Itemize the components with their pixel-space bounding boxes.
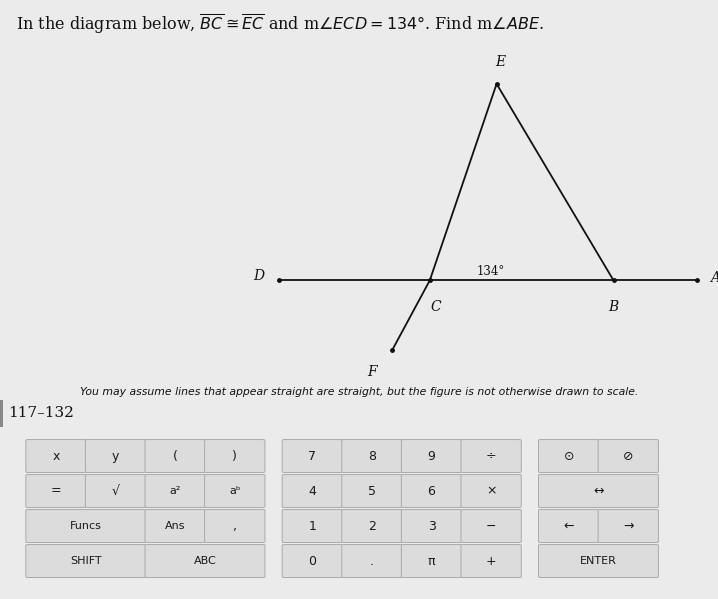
FancyBboxPatch shape <box>145 474 205 507</box>
Text: 6: 6 <box>428 485 435 498</box>
FancyBboxPatch shape <box>26 510 146 543</box>
FancyBboxPatch shape <box>282 544 342 577</box>
FancyBboxPatch shape <box>401 510 462 543</box>
Text: ABC: ABC <box>194 556 216 566</box>
FancyBboxPatch shape <box>538 544 658 577</box>
FancyBboxPatch shape <box>401 544 462 577</box>
FancyBboxPatch shape <box>26 440 86 473</box>
Text: 5: 5 <box>368 485 376 498</box>
Text: ↔: ↔ <box>593 485 604 498</box>
Text: x: x <box>52 449 60 462</box>
FancyBboxPatch shape <box>461 440 521 473</box>
FancyBboxPatch shape <box>461 474 521 507</box>
Text: 1: 1 <box>309 519 316 533</box>
Text: Funcs: Funcs <box>70 521 102 531</box>
FancyBboxPatch shape <box>26 544 146 577</box>
Text: ⊘: ⊘ <box>623 449 633 462</box>
Text: .: . <box>370 555 374 567</box>
Text: ×: × <box>486 485 496 498</box>
Text: 2: 2 <box>368 519 376 533</box>
Text: 117–132: 117–132 <box>9 406 75 420</box>
FancyBboxPatch shape <box>145 510 205 543</box>
Text: 4: 4 <box>309 485 316 498</box>
FancyBboxPatch shape <box>145 544 265 577</box>
FancyBboxPatch shape <box>538 474 658 507</box>
FancyBboxPatch shape <box>282 440 342 473</box>
Text: C: C <box>430 300 441 313</box>
Text: (: ( <box>173 449 177 462</box>
Text: −: − <box>486 519 496 533</box>
FancyBboxPatch shape <box>401 440 462 473</box>
Text: 134°: 134° <box>477 265 505 278</box>
FancyBboxPatch shape <box>598 510 658 543</box>
Text: F: F <box>367 365 377 379</box>
FancyBboxPatch shape <box>461 510 521 543</box>
Text: 7: 7 <box>308 449 317 462</box>
Text: 8: 8 <box>368 449 376 462</box>
Text: +: + <box>486 555 496 567</box>
Text: 3: 3 <box>428 519 435 533</box>
Text: You may assume lines that appear straight are straight, but the figure is not ot: You may assume lines that appear straigh… <box>80 388 638 397</box>
FancyBboxPatch shape <box>282 510 342 543</box>
Bar <box>0 400 3 426</box>
FancyBboxPatch shape <box>205 440 265 473</box>
Text: D: D <box>253 268 265 283</box>
Text: ): ) <box>233 449 237 462</box>
Text: →: → <box>623 519 633 533</box>
Text: ENTER: ENTER <box>580 556 617 566</box>
FancyBboxPatch shape <box>205 474 265 507</box>
FancyBboxPatch shape <box>85 440 146 473</box>
FancyBboxPatch shape <box>598 440 658 473</box>
FancyBboxPatch shape <box>538 440 599 473</box>
Text: ,: , <box>233 519 237 533</box>
Text: =: = <box>51 485 61 498</box>
Text: √: √ <box>111 485 120 498</box>
FancyBboxPatch shape <box>205 510 265 543</box>
FancyBboxPatch shape <box>145 440 205 473</box>
FancyBboxPatch shape <box>538 510 599 543</box>
Text: SHIFT: SHIFT <box>70 556 102 566</box>
FancyBboxPatch shape <box>26 474 86 507</box>
FancyBboxPatch shape <box>85 474 146 507</box>
Text: ÷: ÷ <box>486 449 496 462</box>
FancyBboxPatch shape <box>342 544 402 577</box>
FancyBboxPatch shape <box>342 440 402 473</box>
Text: In the diagram below, $\overline{BC} \cong \overline{EC}$ and m$\angle ECD = 134: In the diagram below, $\overline{BC} \co… <box>16 12 544 36</box>
Text: y: y <box>112 449 119 462</box>
FancyBboxPatch shape <box>282 474 342 507</box>
Text: ⊙: ⊙ <box>564 449 574 462</box>
FancyBboxPatch shape <box>401 474 462 507</box>
Text: Ans: Ans <box>165 521 185 531</box>
Text: B: B <box>608 300 619 313</box>
Text: E: E <box>495 55 505 69</box>
FancyBboxPatch shape <box>342 474 402 507</box>
FancyBboxPatch shape <box>461 544 521 577</box>
FancyBboxPatch shape <box>342 510 402 543</box>
Text: 9: 9 <box>428 449 435 462</box>
Text: A: A <box>710 271 718 286</box>
Text: aᵇ: aᵇ <box>229 486 241 496</box>
Text: a²: a² <box>169 486 181 496</box>
Text: 0: 0 <box>308 555 317 567</box>
Text: ←: ← <box>564 519 574 533</box>
Text: π: π <box>428 555 435 567</box>
